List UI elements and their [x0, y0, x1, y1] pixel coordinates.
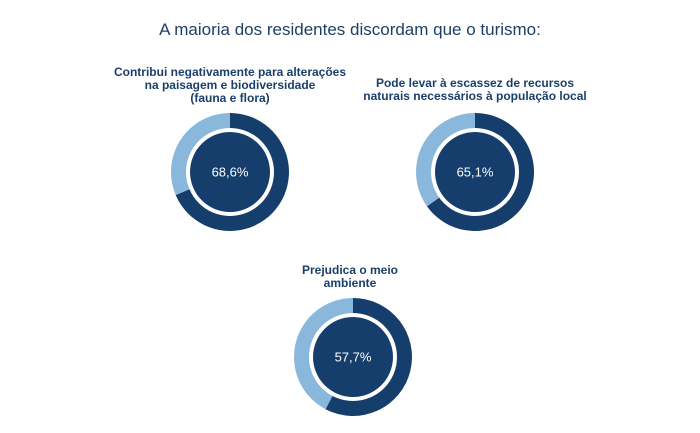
page-title: A maioria dos residentes discordam que o…: [159, 20, 541, 39]
chart-2-label: Pode levar à escassez de recursos natura…: [363, 76, 587, 103]
donut-value-label: 57,7%: [335, 350, 372, 365]
chart-1-label: Contribui negativamente para alterações …: [113, 65, 347, 105]
donut-center-disc: [435, 132, 515, 212]
donut-chart-1: 68,6%: [171, 113, 289, 231]
donut-value-label: 68,6%: [212, 165, 249, 180]
donut-center-disc: [190, 132, 270, 212]
donut-center-disc: [313, 317, 393, 397]
chart-3-label: Prejudica o meio ambiente: [301, 263, 399, 290]
donut-chart-3: 57,7%: [294, 298, 412, 416]
donut-chart-2: 65,1%: [416, 113, 534, 231]
donut-value-label: 65,1%: [457, 165, 494, 180]
